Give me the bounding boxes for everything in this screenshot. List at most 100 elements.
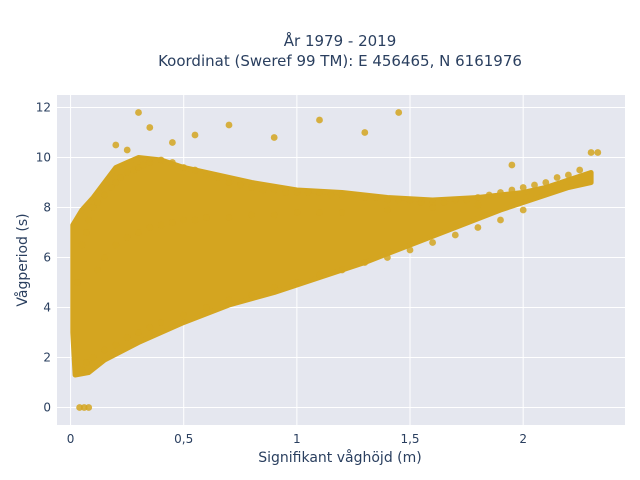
scatter-point xyxy=(361,259,369,266)
scatter-point xyxy=(519,206,527,214)
scatter-point xyxy=(594,149,602,156)
scatter-point xyxy=(123,234,131,241)
y-tick-label: 12 xyxy=(36,101,51,115)
scatter-point xyxy=(316,189,323,196)
scatter-point xyxy=(463,196,470,204)
scatter-point xyxy=(180,164,188,171)
scatter-point xyxy=(135,229,142,236)
x-tick-label: 2 xyxy=(519,432,527,446)
scatter-point xyxy=(107,184,115,191)
y-tick-label: 8 xyxy=(43,201,51,215)
scatter-point xyxy=(338,209,346,216)
x-tick-label: 1 xyxy=(293,432,301,446)
y-tick-label: 0 xyxy=(43,401,51,415)
scatter-point xyxy=(112,179,120,186)
y-axis-title: Vågperiod (s) xyxy=(14,213,31,306)
y-tick-label: 6 xyxy=(43,251,51,265)
scatter-point xyxy=(270,284,278,291)
scatter-point xyxy=(508,161,516,169)
scatter-point xyxy=(406,196,414,204)
scatter-point xyxy=(85,404,93,411)
scatter-point xyxy=(83,359,90,366)
scatter-point xyxy=(474,194,482,201)
scatter-point xyxy=(83,229,90,236)
scatter-point xyxy=(169,159,176,166)
scatter-point xyxy=(203,304,210,311)
scatter-point xyxy=(395,109,403,116)
scatter-point xyxy=(372,194,380,201)
scatter-point xyxy=(236,181,244,189)
scatter-point xyxy=(338,266,346,274)
scatter-point xyxy=(429,199,436,206)
scatter-point xyxy=(74,279,81,286)
scatter-point xyxy=(101,254,108,261)
scatter-point xyxy=(123,146,131,154)
scatter-point xyxy=(225,214,233,221)
scatter-point xyxy=(157,319,165,326)
scatter-point xyxy=(384,196,391,204)
scatter-point xyxy=(78,366,86,374)
x-axis-ticks: 0 0,5 1 1,5 2 xyxy=(67,432,527,446)
scatter-point xyxy=(89,354,97,361)
scatter-point xyxy=(282,189,289,196)
scatter-point xyxy=(497,189,504,196)
scatter-point xyxy=(384,254,391,261)
scatter-point xyxy=(406,246,414,254)
scatter-point xyxy=(248,184,256,191)
scatter-point xyxy=(71,341,79,349)
scatter-point xyxy=(180,311,188,319)
scatter-point xyxy=(531,181,538,189)
scatter-point xyxy=(338,191,346,199)
scatter-point xyxy=(225,121,233,129)
scatter-point xyxy=(101,191,108,199)
chart-title-line-1: År 1979 - 2019 xyxy=(284,31,397,50)
scatter-point xyxy=(146,124,154,131)
scatter-point xyxy=(85,216,93,224)
scatter-point xyxy=(157,221,165,229)
scatter-point xyxy=(327,191,335,199)
scatter-point xyxy=(429,239,436,246)
scatter-point xyxy=(485,191,493,199)
scatter-point xyxy=(191,166,199,174)
scatter-point xyxy=(565,171,572,179)
scatter-point xyxy=(474,201,482,209)
scatter-point xyxy=(429,204,436,211)
scatter-point xyxy=(587,149,595,156)
scatter-point xyxy=(451,196,459,204)
scatter-point xyxy=(293,209,301,216)
scatter-point xyxy=(508,186,516,194)
scatter-point xyxy=(225,296,233,304)
scatter-point xyxy=(361,129,369,136)
y-tick-label: 4 xyxy=(43,301,51,315)
scatter-point xyxy=(395,196,403,204)
y-axis-ticks: 0 2 4 6 8 10 12 xyxy=(36,101,51,415)
scatter-point xyxy=(225,179,233,186)
scatter-point xyxy=(316,209,323,216)
scatter-point xyxy=(270,134,278,141)
scatter-point xyxy=(146,324,154,331)
scatter-point xyxy=(542,179,550,186)
scatter-point xyxy=(101,346,108,354)
scatter-point xyxy=(123,334,131,341)
y-tick-label: 2 xyxy=(43,351,51,365)
scatter-point xyxy=(440,199,448,206)
scatter-point xyxy=(293,279,301,286)
scatter-point xyxy=(417,199,425,206)
scatter-point xyxy=(316,116,323,124)
scatter-point xyxy=(361,194,369,201)
scatter-point xyxy=(112,141,120,149)
scatter-point xyxy=(214,174,222,181)
scatter-point xyxy=(123,169,131,176)
scatter-point xyxy=(112,241,120,249)
scatter-point xyxy=(112,341,120,349)
x-axis-title: Signifikant våghöjd (m) xyxy=(258,449,421,466)
scatter-point xyxy=(248,211,256,219)
scatter-point xyxy=(94,199,102,206)
y-tick-label: 10 xyxy=(36,151,51,165)
scatter-point xyxy=(304,189,312,196)
scatter-point xyxy=(135,109,142,116)
scatter-point xyxy=(139,161,147,169)
scatter-point xyxy=(78,241,86,249)
scatter-point xyxy=(117,174,124,181)
